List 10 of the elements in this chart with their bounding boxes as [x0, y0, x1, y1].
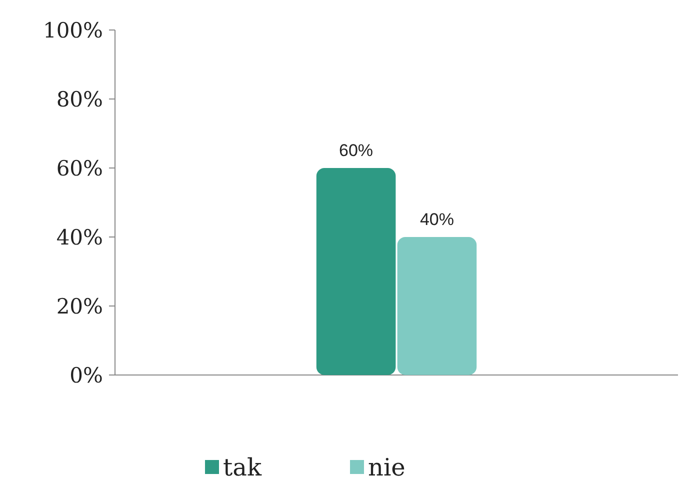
y-tick-label: 60% — [56, 156, 103, 180]
data-label: 40% — [420, 210, 454, 229]
y-tick-label: 100% — [42, 18, 103, 42]
legend-label: tak — [223, 453, 262, 482]
y-tick-label: 20% — [56, 294, 103, 318]
y-tick-label: 80% — [56, 87, 103, 112]
legend-label: nie — [368, 453, 406, 482]
y-tick-label: 40% — [56, 225, 103, 250]
data-label: 60% — [339, 141, 374, 160]
y-tick-label: 0% — [70, 363, 103, 388]
